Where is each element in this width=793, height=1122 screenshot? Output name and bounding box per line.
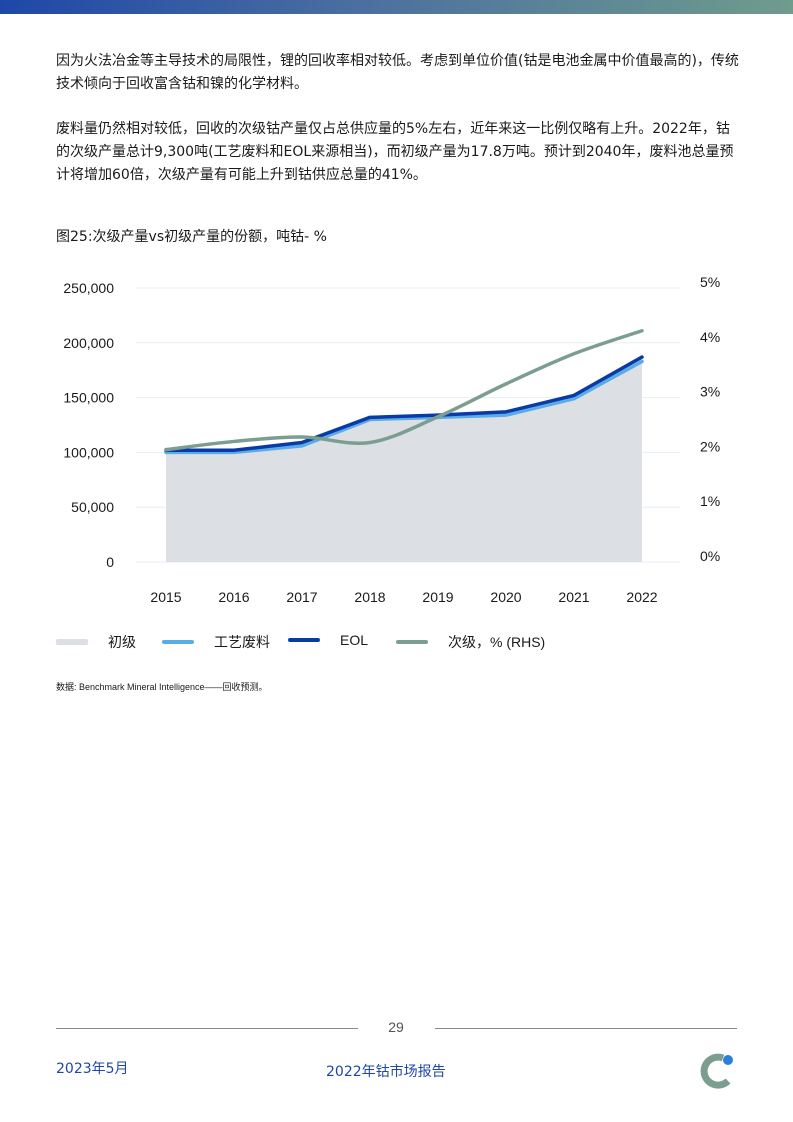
footer-report-title: 2022年钴市场报告 — [326, 1064, 446, 1080]
x-tick-label: 2020 — [490, 589, 521, 605]
figure-title: 图25:次级产量vs初级产量的份额，吨钴- % — [56, 229, 327, 245]
axis-tick-labels: 0 0% 50,000 1% 100,000 2% 150,000 3% 200,000 4% 25… — [63, 274, 720, 605]
y-left-tick-label: 150,000 — [63, 390, 114, 406]
x-tick-label: 2021 — [558, 589, 589, 605]
line-series-secondary-share — [164, 328, 644, 452]
area-layer — [166, 361, 642, 562]
line-series-process-scrap — [164, 359, 644, 455]
legend-swatch-eol — [288, 638, 320, 642]
body-paragraph-1: 因为火法冶金等主导技术的局限性，锂的回收率相对较低。考虑到单位价值(钴是电池金属… — [56, 53, 739, 92]
top-accent-bar — [0, 0, 793, 14]
legend-item-eol: EOL — [288, 632, 368, 648]
footer-rule-left — [56, 1028, 358, 1029]
chart-legend: 初级 工艺废料 EOL 次级，% (RHS) — [56, 632, 756, 656]
y-right-tick-label: 2% — [700, 438, 720, 454]
source-note: 数据: Benchmark Mineral Intelligence——回收预测… — [56, 682, 268, 692]
line-layer — [164, 328, 644, 455]
x-tick-label: 2018 — [354, 589, 385, 605]
legend-label-process-scrap: 工艺废料 — [214, 634, 270, 650]
y-left-tick-label: 100,000 — [63, 444, 114, 460]
y-right-tick-label: 1% — [700, 493, 720, 509]
page-number: 29 — [388, 1019, 404, 1035]
y-right-tick-label: 3% — [700, 384, 720, 400]
legend-label-primary: 初级 — [108, 634, 136, 650]
legend-item-primary: 初级 — [56, 632, 136, 652]
chart: 0 0% 50,000 1% 100,000 2% 150,000 3% 200,000 4% 25… — [63, 274, 720, 605]
legend-swatch-process-scrap — [162, 640, 194, 644]
footer-rule-right — [435, 1028, 737, 1029]
y-right-tick-label: 4% — [700, 329, 720, 345]
legend-label-secondary-share: 次级，% (RHS) — [448, 634, 546, 650]
legend-swatch-secondary-share — [396, 640, 428, 644]
y-right-tick-label: 5% — [700, 274, 720, 290]
line-series-eol — [164, 355, 644, 452]
y-left-tick-label: 50,000 — [71, 499, 114, 515]
brand-logo-icon — [700, 1053, 733, 1089]
y-left-tick-label: 0 — [106, 554, 114, 570]
y-left-tick-label: 200,000 — [63, 335, 114, 351]
area-series-primary — [166, 361, 642, 562]
x-tick-label: 2016 — [218, 589, 249, 605]
x-tick-label: 2017 — [286, 589, 317, 605]
legend-item-secondary-share: 次级，% (RHS) — [396, 632, 545, 652]
body-paragraph-2: 废料量仍然相对较低，回收的次级钴产量仅占总供应量的5%左右，近年来这一比例仅略有… — [56, 121, 744, 183]
x-tick-label: 2015 — [150, 589, 181, 605]
footer-date: 2023年5月 — [56, 1061, 129, 1077]
y-right-tick-label: 0% — [700, 548, 720, 564]
legend-swatch-primary — [56, 639, 88, 645]
legend-item-process-scrap: 工艺废料 — [162, 632, 270, 652]
x-tick-label: 2022 — [626, 589, 657, 605]
y-left-tick-label: 250,000 — [63, 280, 114, 296]
legend-label-eol: EOL — [340, 632, 369, 648]
x-tick-label: 2019 — [422, 589, 453, 605]
